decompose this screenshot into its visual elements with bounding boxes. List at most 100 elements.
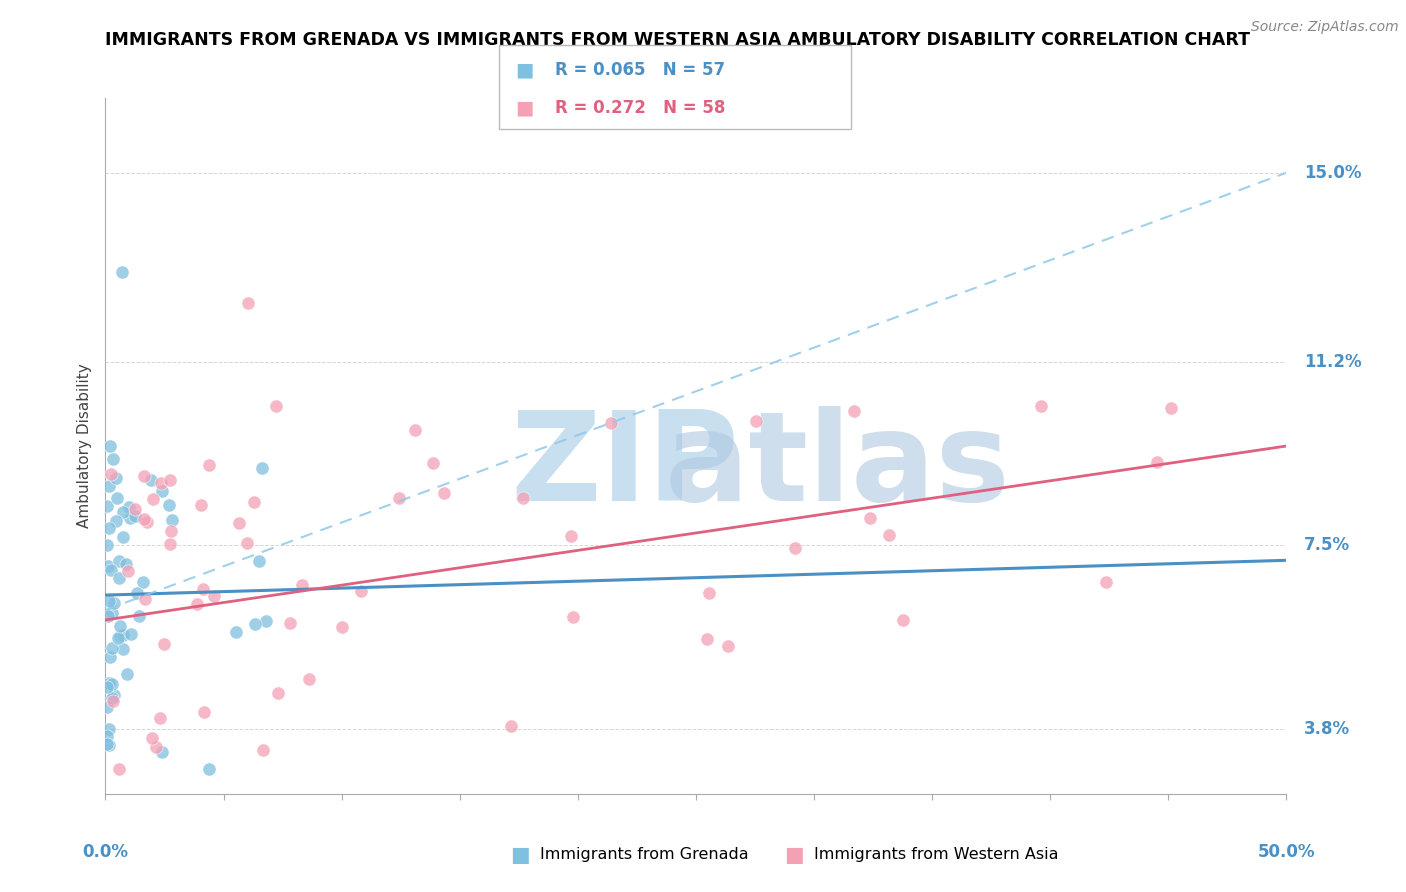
Point <box>298 672 321 686</box>
Point <box>96 499 118 513</box>
Point <box>98 440 121 454</box>
Point <box>96 729 118 743</box>
Point <box>120 511 142 525</box>
Text: ZIP: ZIP <box>510 407 740 527</box>
Point <box>153 637 176 651</box>
Point <box>330 620 353 634</box>
Point <box>96 700 118 714</box>
Text: 7.5%: 7.5% <box>1305 536 1350 555</box>
Text: R = 0.272   N = 58: R = 0.272 N = 58 <box>555 99 725 117</box>
Point <box>132 512 155 526</box>
Point <box>159 524 181 538</box>
Point <box>561 610 583 624</box>
Text: Immigrants from Grenada: Immigrants from Grenada <box>540 847 748 862</box>
Point <box>101 694 124 708</box>
Point <box>191 582 214 596</box>
Point <box>96 737 118 751</box>
Point <box>120 627 142 641</box>
Point <box>198 458 221 472</box>
Point <box>422 456 444 470</box>
Point <box>278 615 301 630</box>
Point <box>254 614 277 628</box>
Text: 11.2%: 11.2% <box>1305 352 1362 370</box>
Point <box>560 529 582 543</box>
Point <box>108 762 131 776</box>
Point <box>111 641 134 656</box>
Point <box>783 541 806 555</box>
Point <box>1029 400 1052 414</box>
Point <box>159 537 181 551</box>
Point <box>108 571 131 585</box>
Point <box>101 451 124 466</box>
Point <box>236 536 259 550</box>
Point <box>350 584 373 599</box>
Point <box>112 505 135 519</box>
Point <box>186 597 208 611</box>
Point <box>149 711 172 725</box>
Point <box>98 479 121 493</box>
Point <box>264 399 287 413</box>
Point <box>108 629 131 643</box>
Point <box>98 650 121 665</box>
Text: IMMIGRANTS FROM GRENADA VS IMMIGRANTS FROM WESTERN ASIA AMBULATORY DISABILITY CO: IMMIGRANTS FROM GRENADA VS IMMIGRANTS FR… <box>105 31 1250 49</box>
Point <box>157 498 180 512</box>
Point <box>100 562 122 576</box>
Text: ■: ■ <box>510 845 530 864</box>
Text: 0.0%: 0.0% <box>83 843 128 861</box>
Point <box>132 574 155 589</box>
Point <box>433 486 456 500</box>
Point <box>115 666 138 681</box>
Point <box>141 731 163 745</box>
Point <box>160 513 183 527</box>
Point <box>110 619 132 633</box>
Point <box>98 521 121 535</box>
Point <box>97 558 120 573</box>
Point <box>111 265 134 279</box>
Point <box>97 609 120 624</box>
Point <box>877 527 900 541</box>
Point <box>98 738 121 752</box>
Point <box>112 628 135 642</box>
Point <box>111 530 134 544</box>
Point <box>149 475 172 490</box>
Point <box>134 592 156 607</box>
Text: 50.0%: 50.0% <box>1258 843 1315 861</box>
Point <box>128 608 150 623</box>
Point <box>250 461 273 475</box>
Point <box>115 557 138 571</box>
Point <box>139 473 162 487</box>
Point <box>1146 455 1168 469</box>
Point <box>600 416 623 430</box>
Point <box>103 596 125 610</box>
Point <box>101 691 124 706</box>
Point <box>501 719 523 733</box>
Text: ■: ■ <box>515 99 534 118</box>
Point <box>842 404 865 418</box>
Point <box>124 508 146 523</box>
Point <box>697 586 720 600</box>
Text: 15.0%: 15.0% <box>1305 163 1361 182</box>
Point <box>745 414 768 428</box>
Point <box>893 614 915 628</box>
Point <box>97 675 120 690</box>
Text: 3.8%: 3.8% <box>1305 720 1350 739</box>
Point <box>150 746 173 760</box>
Point <box>225 624 247 639</box>
Point <box>1095 575 1118 590</box>
Point <box>388 491 411 505</box>
Point <box>198 762 221 776</box>
Point <box>190 498 212 512</box>
Point <box>101 677 124 691</box>
Point <box>103 689 125 703</box>
Point <box>107 631 129 645</box>
Point <box>145 739 167 754</box>
Point <box>236 296 259 310</box>
Point <box>105 514 128 528</box>
Point <box>117 564 139 578</box>
Point <box>247 554 270 568</box>
Point <box>100 467 122 482</box>
Point <box>118 500 141 514</box>
Point <box>291 578 314 592</box>
Text: ■: ■ <box>785 845 804 864</box>
Point <box>252 743 274 757</box>
